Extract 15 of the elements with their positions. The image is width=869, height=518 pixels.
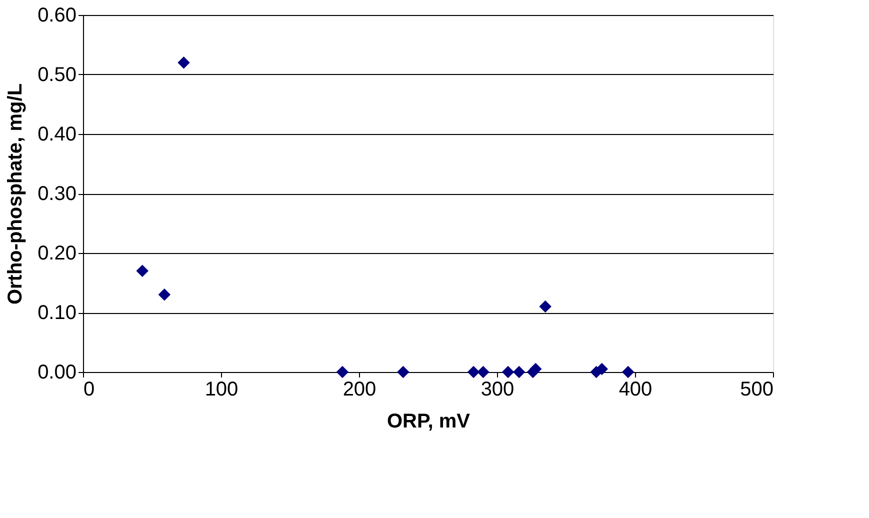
x-axis-title: ORP, mV — [387, 410, 471, 432]
y-tick-label: 0.00 — [38, 362, 76, 384]
y-tick-label: 0.60 — [38, 4, 76, 26]
x-tick-label: 400 — [618, 378, 652, 400]
x-tick-label: 200 — [342, 378, 376, 400]
y-tick-label: 0.30 — [38, 183, 76, 205]
y-tick-label: 0.10 — [38, 302, 76, 324]
y-axis-title: Ortho-phosphate, mg/L — [4, 83, 27, 305]
x-tick-label: 500 — [740, 378, 774, 400]
y-tick-label: 0.50 — [38, 64, 76, 86]
y-tick-label: 0.20 — [38, 242, 76, 264]
x-tick-label: 100 — [204, 378, 238, 400]
x-tick-label: 0 — [84, 378, 95, 400]
y-tick-label: 0.40 — [38, 124, 76, 146]
x-tick-label: 300 — [480, 378, 514, 400]
